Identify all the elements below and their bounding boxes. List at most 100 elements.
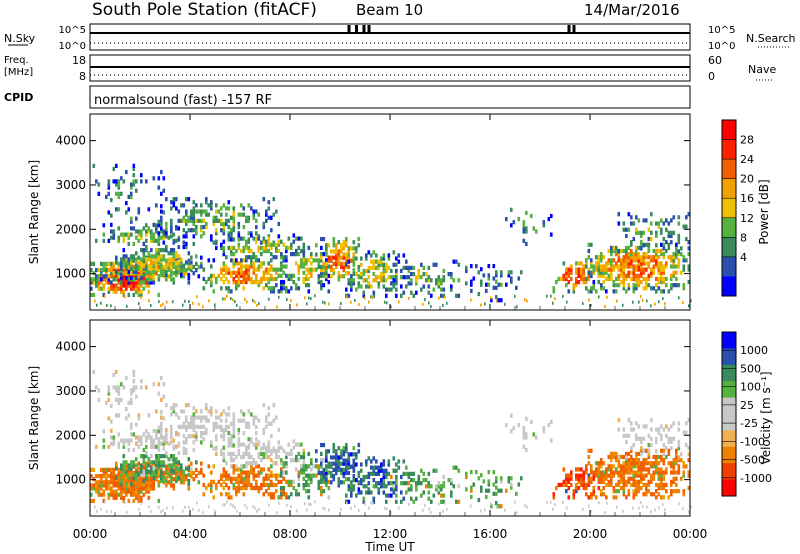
velocity-cell <box>355 462 358 467</box>
velocity-cell <box>390 493 393 498</box>
velocity-cell <box>166 506 168 510</box>
power-cell <box>132 179 136 184</box>
velocity-cell <box>240 473 243 478</box>
power-cell <box>655 252 658 257</box>
velocity-cell <box>232 415 236 420</box>
velocity-cell <box>645 485 648 491</box>
velocity-cell <box>280 489 283 494</box>
velocity-cell <box>505 422 508 428</box>
velocity-cell <box>180 466 183 471</box>
power-cell <box>392 278 396 283</box>
velocity-cell <box>566 506 568 510</box>
velocity-cell <box>135 472 138 477</box>
velocity-cell <box>295 492 298 497</box>
velocity-cell <box>235 489 238 494</box>
power-cell <box>220 218 223 223</box>
power-cell <box>347 249 351 254</box>
power-cell <box>402 275 406 280</box>
velocity-cell <box>395 484 398 489</box>
velocity-cell <box>245 424 248 429</box>
velocity-cell <box>117 470 121 476</box>
velocity-cell <box>395 487 398 492</box>
velocity-cell <box>200 434 203 439</box>
velocity-cell <box>150 510 152 514</box>
velocity-cell <box>572 495 576 500</box>
velocity-cell <box>202 492 206 497</box>
power-cell <box>387 253 391 258</box>
power-cell <box>657 255 661 260</box>
velocity-cell <box>652 473 656 478</box>
velocity-cell <box>214 509 216 513</box>
power-cell <box>232 221 236 227</box>
velocity-cell <box>175 478 178 484</box>
power-cell <box>600 252 603 257</box>
power-cell <box>330 249 333 254</box>
velocity-cell <box>552 495 556 500</box>
colorbar-swatch <box>722 397 736 415</box>
power-cell <box>542 223 546 228</box>
velocity-cell <box>280 473 283 478</box>
power-cell <box>107 277 111 282</box>
power-cell <box>585 261 588 266</box>
velocity-cell <box>140 472 143 477</box>
velocity-cell <box>237 439 241 444</box>
power-cell <box>187 228 191 233</box>
power-cell <box>205 200 208 205</box>
power-cell <box>107 274 111 279</box>
velocity-cell <box>187 434 191 439</box>
power-cell <box>240 267 243 272</box>
power-cell <box>220 228 223 233</box>
velocity-cell <box>237 442 241 447</box>
power-cell <box>220 286 223 291</box>
power-heatmap <box>90 163 692 309</box>
power-cell <box>385 268 388 274</box>
colorbar-swatch <box>722 332 736 349</box>
nsky-tick-top: 10^5 <box>59 25 86 36</box>
power-cell <box>385 293 388 298</box>
power-cell <box>142 258 146 263</box>
power-cell <box>632 236 636 242</box>
power-cell <box>677 258 681 263</box>
power-cell <box>132 226 136 231</box>
freq-tick-top: 18 <box>72 54 86 67</box>
power-cell <box>135 251 138 256</box>
nsearch-tick-top: 10^5 <box>708 25 735 36</box>
power-cell <box>677 236 681 242</box>
power-cell <box>495 285 498 290</box>
velocity-cell <box>225 470 228 475</box>
velocity-cell <box>675 489 678 494</box>
x-axis-label: Time UT <box>364 540 415 554</box>
power-cell <box>95 277 98 282</box>
power-cell <box>107 280 111 285</box>
velocity-cell <box>292 485 296 491</box>
velocity-cell <box>170 478 173 484</box>
velocity-cell <box>227 485 231 491</box>
velocity-cell <box>407 481 411 486</box>
velocity-cell <box>354 504 356 508</box>
power-cell <box>325 274 328 279</box>
power-cell <box>585 276 588 282</box>
power-cell <box>267 261 271 266</box>
velocity-cell <box>610 482 613 488</box>
velocity-cell <box>232 424 236 429</box>
power-cell <box>647 276 651 282</box>
velocity-cell <box>110 489 113 494</box>
velocity-cell <box>580 476 583 481</box>
power-cell <box>120 257 123 262</box>
velocity-cell <box>170 406 173 411</box>
power-cell <box>110 235 113 240</box>
power-cell <box>640 295 642 299</box>
velocity-cell <box>282 448 286 453</box>
power-cell <box>132 292 136 298</box>
velocity-cell <box>672 436 676 441</box>
power-cell <box>580 276 583 282</box>
power-cell <box>417 271 421 277</box>
velocity-cell <box>345 461 348 466</box>
power-cell <box>655 255 658 260</box>
power-cell <box>260 279 263 285</box>
velocity-cell <box>287 442 291 447</box>
velocity-cell <box>665 489 668 494</box>
velocity-cell <box>410 484 413 489</box>
power-cell <box>165 226 168 231</box>
power-cell <box>277 248 281 254</box>
